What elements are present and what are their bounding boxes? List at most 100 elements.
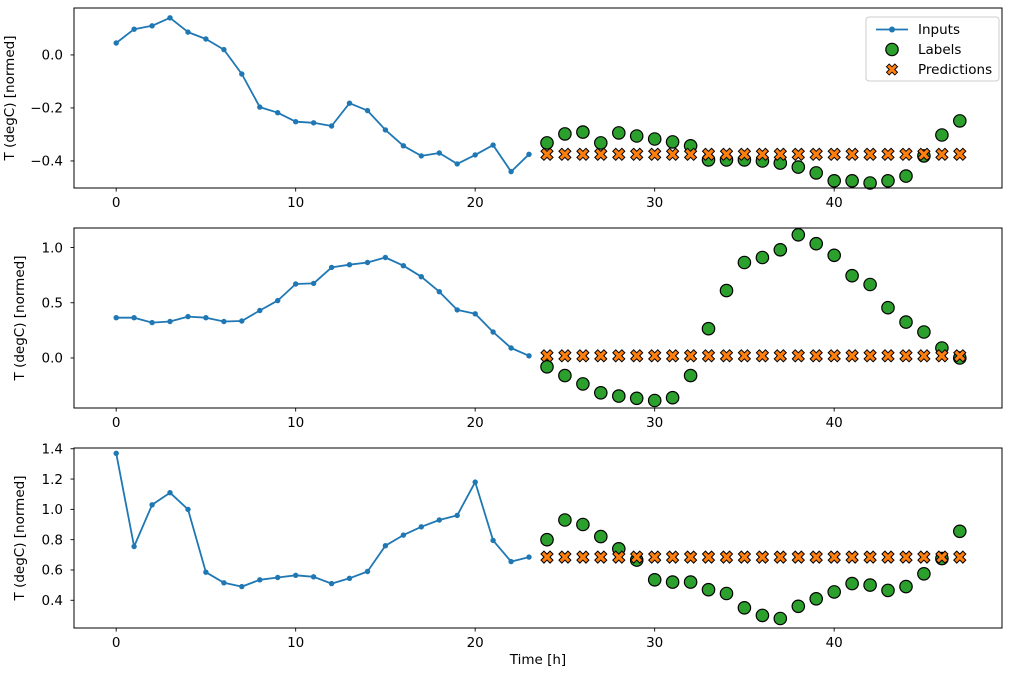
inputs-line: [115, 453, 530, 588]
inputs-point: [508, 558, 514, 565]
prediction-point: [845, 550, 859, 564]
legend-item-label: Inputs: [918, 22, 960, 38]
y-tick-label: −0.4: [30, 154, 63, 170]
legend-dot-marker: [889, 26, 895, 33]
label-point: [558, 368, 572, 383]
prediction-point: [683, 550, 698, 564]
prediction-point: [863, 550, 877, 564]
label-point: [540, 532, 554, 547]
inputs-point: [436, 150, 442, 156]
inputs-point: [310, 280, 317, 287]
legend-box: [865, 16, 1000, 82]
prediction-point: [755, 147, 770, 162]
prediction-point: [881, 349, 895, 363]
label-point: [647, 393, 662, 408]
inputs-point: [131, 315, 137, 321]
label-point: [809, 236, 823, 251]
label-point: [683, 368, 698, 383]
label-point: [827, 585, 841, 599]
label-point: [665, 390, 680, 405]
prediction-point: [791, 550, 806, 564]
inputs-point: [239, 71, 245, 77]
prediction-point: [935, 349, 949, 363]
inputs-point: [382, 254, 389, 261]
prediction-point: [558, 550, 572, 564]
label-point: [863, 277, 877, 292]
label-point: [647, 132, 662, 146]
inputs-series: [113, 15, 532, 175]
label-point: [629, 391, 644, 406]
label-point: [719, 586, 734, 601]
prediction-point: [594, 147, 608, 162]
prediction-point: [665, 550, 680, 564]
inputs-point: [400, 143, 407, 149]
label-point: [593, 136, 608, 150]
inputs-point: [239, 583, 245, 590]
label-point: [827, 174, 841, 188]
y-tick-label: 0.6: [42, 563, 63, 579]
y-tick-label: 0.8: [42, 532, 63, 548]
label-point: [755, 250, 770, 265]
inputs-point: [508, 168, 514, 175]
prediction-point: [629, 550, 644, 564]
prediction-point: [827, 349, 841, 363]
label-point: [845, 268, 859, 283]
label-point: [611, 126, 626, 140]
prediction-point: [845, 349, 859, 363]
prediction-point: [809, 349, 823, 363]
inputs-line: [116, 256, 530, 357]
x-tick-label: 20: [467, 415, 484, 431]
prediction-point: [899, 550, 913, 564]
label-point: [719, 283, 734, 298]
inputs-point: [472, 311, 478, 317]
inputs-point: [382, 543, 389, 549]
prediction-point: [935, 550, 949, 564]
inputs-point: [113, 450, 119, 456]
inputs-point: [293, 119, 299, 125]
inputs-point: [293, 572, 299, 578]
inputs-point: [328, 580, 335, 587]
label-point: [701, 321, 716, 336]
label-point: [917, 325, 931, 339]
x-tick-label: 10: [287, 415, 304, 431]
prediction-point: [935, 147, 949, 162]
inputs-point: [203, 569, 209, 575]
axes-frame: [73, 7, 1003, 189]
prediction-point: [701, 147, 716, 162]
inputs-point: [257, 104, 263, 110]
prediction-point: [540, 349, 554, 363]
inputs-series: [113, 450, 532, 590]
prediction-point: [594, 550, 608, 564]
prediction-point: [665, 349, 680, 363]
y-tick-label: 1.0: [42, 502, 63, 518]
label-point: [809, 166, 823, 180]
prediction-point: [899, 349, 913, 363]
x-tick-label: 30: [646, 415, 663, 431]
inputs-point: [472, 152, 478, 158]
inputs-point: [185, 29, 191, 35]
prediction-point: [755, 349, 770, 363]
predictions-series: [540, 550, 967, 564]
inputs-point: [454, 307, 460, 313]
label-point: [576, 377, 590, 391]
label-point: [827, 248, 841, 263]
inputs-point: [454, 161, 460, 167]
legend-circle-marker: [885, 42, 899, 57]
label-point: [845, 576, 859, 591]
label-point: [737, 255, 752, 270]
label-point: [629, 129, 644, 143]
inputs-point: [149, 319, 155, 326]
prediction-point: [791, 147, 806, 162]
prediction-point: [594, 349, 608, 363]
prediction-point: [719, 349, 734, 363]
inputs-point: [490, 142, 496, 148]
inputs-point: [131, 543, 137, 550]
inputs-point: [149, 502, 155, 508]
inputs-point: [490, 537, 496, 544]
prediction-point: [917, 147, 931, 162]
subplot-2: 1.0 0.5 0.0 0 10 20 30 40 T (degC) [normed]: [12, 227, 1003, 431]
prediction-point: [612, 147, 626, 162]
prediction-point: [612, 349, 626, 363]
x-tick-label: 0: [112, 635, 121, 651]
